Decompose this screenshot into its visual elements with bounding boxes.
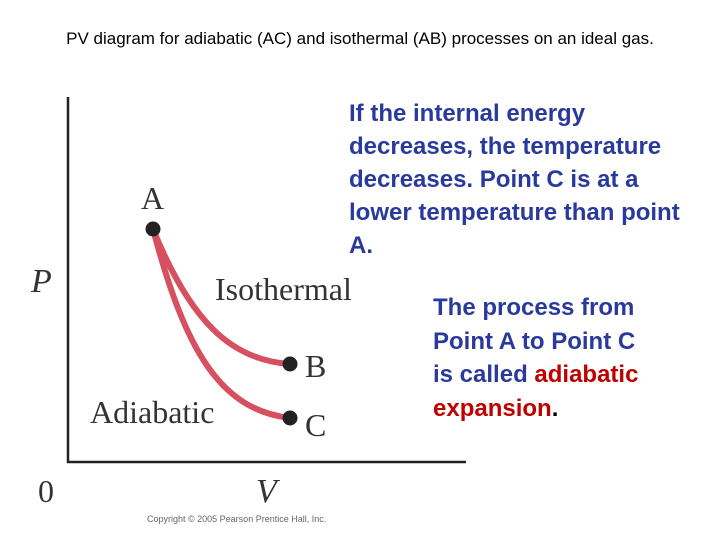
x-axis-label: V (256, 473, 281, 510)
point-label: B (305, 348, 326, 384)
point-label: A (141, 180, 164, 216)
conclusion: The process from Point A to Point C is c… (433, 291, 658, 425)
title: PV diagram for adiabatic (AC) and isothe… (66, 29, 654, 48)
origin-label: 0 (38, 473, 54, 509)
point-label: C (305, 407, 326, 443)
point-a (145, 221, 161, 237)
y-axis-label: P (30, 263, 52, 300)
explanation: If the internal energy decreases, the te… (349, 100, 680, 259)
credit: Copyright © 2005 Pearson Prentice Hall, … (147, 514, 326, 524)
curve-label: Isothermal (215, 271, 352, 307)
conclusion-highlight: adiabatic expansion (433, 361, 639, 422)
isothermal-curve (150, 227, 291, 367)
adiabatic-curve (150, 228, 291, 421)
curve-label: Adiabatic (90, 394, 214, 430)
conclusion-end: . (551, 394, 559, 422)
point-b (282, 356, 298, 372)
conclusion-lead: The process from Point A to Point C is c… (433, 294, 636, 388)
point-c (282, 410, 298, 426)
